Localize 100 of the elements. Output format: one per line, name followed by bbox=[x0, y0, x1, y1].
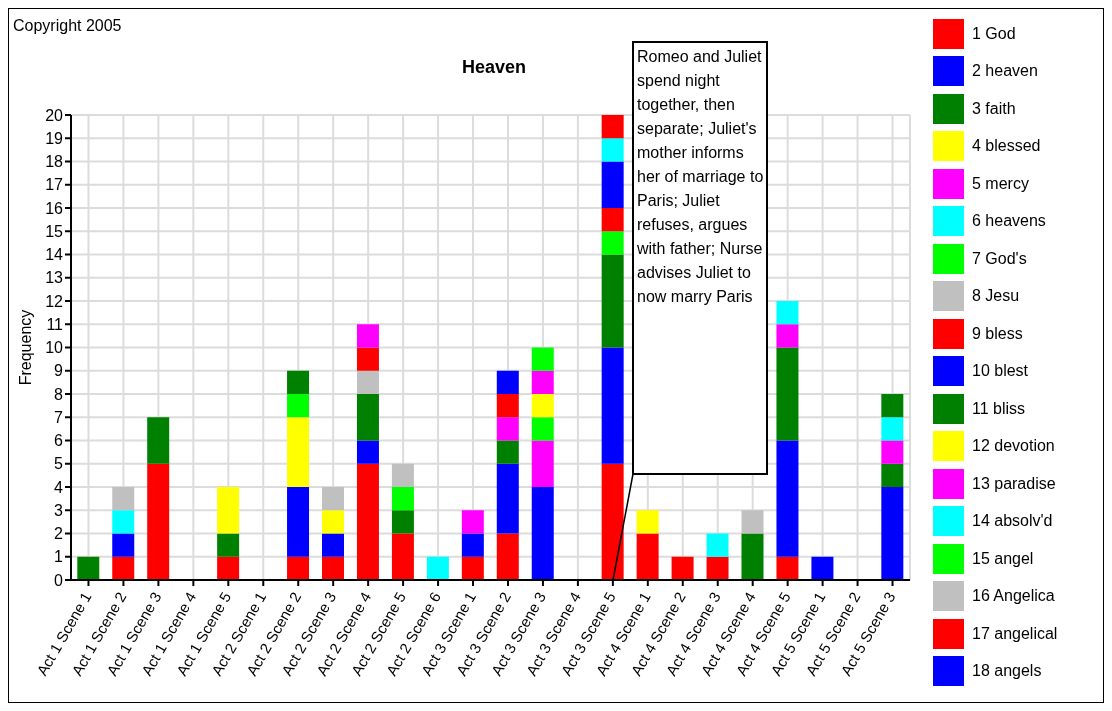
bar bbox=[636, 510, 659, 534]
bar bbox=[881, 440, 904, 464]
bar bbox=[881, 463, 904, 487]
chart-title: Heaven bbox=[461, 57, 527, 77]
y-tick-label: 15 bbox=[45, 222, 64, 240]
bar bbox=[147, 463, 170, 580]
legend-label: 1 God bbox=[972, 24, 1016, 43]
bar bbox=[356, 440, 379, 464]
y-tick-label: 2 bbox=[54, 525, 64, 543]
legend-label: 2 heaven bbox=[972, 62, 1038, 81]
legend-label: 8 Jesu bbox=[972, 287, 1020, 306]
legend-label: 18 angels bbox=[972, 662, 1042, 681]
legend-label: 12 devotion bbox=[972, 437, 1055, 456]
bar bbox=[531, 417, 554, 441]
bar bbox=[217, 487, 240, 534]
bar bbox=[147, 417, 170, 464]
bar bbox=[426, 556, 449, 580]
bar bbox=[776, 324, 799, 348]
bar bbox=[496, 463, 519, 534]
legend-label: 4 blessed bbox=[972, 137, 1041, 156]
y-tick-label: 19 bbox=[45, 129, 64, 147]
bar bbox=[881, 487, 904, 580]
y-tick-label: 12 bbox=[45, 292, 64, 310]
y-tick-label: 8 bbox=[54, 385, 64, 403]
legend-label: 15 angel bbox=[972, 549, 1034, 568]
bar bbox=[217, 533, 240, 557]
legend-label: 14 absolv'd bbox=[972, 512, 1053, 531]
legend-label: 6 heavens bbox=[972, 212, 1046, 231]
bar bbox=[531, 394, 554, 418]
bar bbox=[112, 533, 135, 557]
bar bbox=[706, 556, 729, 580]
bar bbox=[496, 370, 519, 394]
bar bbox=[356, 370, 379, 394]
bar bbox=[322, 487, 344, 511]
bar bbox=[531, 487, 554, 580]
bar bbox=[496, 533, 519, 580]
legend-label: 7 God's bbox=[972, 249, 1027, 268]
bar bbox=[287, 417, 310, 487]
bar bbox=[112, 556, 135, 580]
bar bbox=[531, 440, 554, 487]
text: Copyright 2005 bbox=[13, 17, 122, 35]
bar bbox=[741, 510, 764, 534]
bar bbox=[322, 533, 344, 557]
bar bbox=[356, 394, 379, 441]
bar bbox=[776, 556, 799, 580]
legend-label: 17 angelical bbox=[972, 624, 1058, 643]
y-tick-label: 4 bbox=[54, 478, 64, 496]
y-tick-label: 11 bbox=[46, 315, 64, 333]
legend-label: 3 faith bbox=[972, 99, 1016, 118]
bar bbox=[671, 556, 694, 580]
bar bbox=[461, 556, 484, 580]
bar bbox=[636, 533, 659, 580]
bar bbox=[601, 254, 624, 348]
bar bbox=[601, 463, 624, 580]
bar bbox=[776, 347, 799, 441]
y-tick-label: 6 bbox=[54, 432, 64, 450]
legend-label: 16 Angelica bbox=[972, 587, 1055, 606]
bar bbox=[601, 115, 624, 139]
bar bbox=[391, 463, 414, 487]
y-tick-label: 5 bbox=[54, 455, 64, 473]
bar bbox=[496, 417, 519, 441]
bar bbox=[531, 370, 554, 394]
bar bbox=[776, 440, 799, 557]
y-tick-label: 20 bbox=[45, 106, 64, 124]
bar bbox=[601, 231, 624, 255]
bar bbox=[322, 556, 344, 580]
bar bbox=[881, 394, 904, 418]
bar bbox=[287, 556, 310, 580]
bar bbox=[287, 394, 310, 418]
y-tick-label: 14 bbox=[45, 246, 64, 264]
bar bbox=[601, 347, 624, 464]
bar bbox=[391, 510, 414, 534]
y-tick-label: 7 bbox=[54, 408, 64, 426]
y-tick-label: 0 bbox=[54, 571, 64, 589]
bar bbox=[322, 510, 344, 534]
y-tick-label: 13 bbox=[45, 269, 64, 287]
bar bbox=[496, 440, 519, 464]
legend-label: 9 bless bbox=[972, 324, 1023, 343]
bar bbox=[112, 510, 135, 534]
bar bbox=[112, 487, 135, 511]
bar bbox=[287, 370, 310, 394]
legend-label: 5 mercy bbox=[972, 174, 1029, 193]
y-tick-label: 3 bbox=[54, 501, 64, 519]
y-tick-label: 9 bbox=[54, 362, 64, 380]
bar bbox=[601, 161, 624, 208]
legend-label: 11 bliss bbox=[972, 399, 1026, 418]
bar bbox=[461, 510, 484, 534]
bar bbox=[391, 487, 414, 511]
bar bbox=[881, 417, 904, 441]
bar bbox=[461, 533, 484, 557]
bar bbox=[356, 463, 379, 580]
legend-label: 13 paradise bbox=[972, 474, 1056, 493]
bar bbox=[356, 347, 379, 371]
bar bbox=[776, 301, 799, 325]
y-tick-label: 18 bbox=[45, 153, 64, 171]
bar bbox=[601, 138, 624, 162]
bar bbox=[741, 533, 764, 580]
bar bbox=[531, 347, 554, 371]
bar bbox=[601, 208, 624, 232]
y-tick-label: 17 bbox=[45, 176, 64, 194]
